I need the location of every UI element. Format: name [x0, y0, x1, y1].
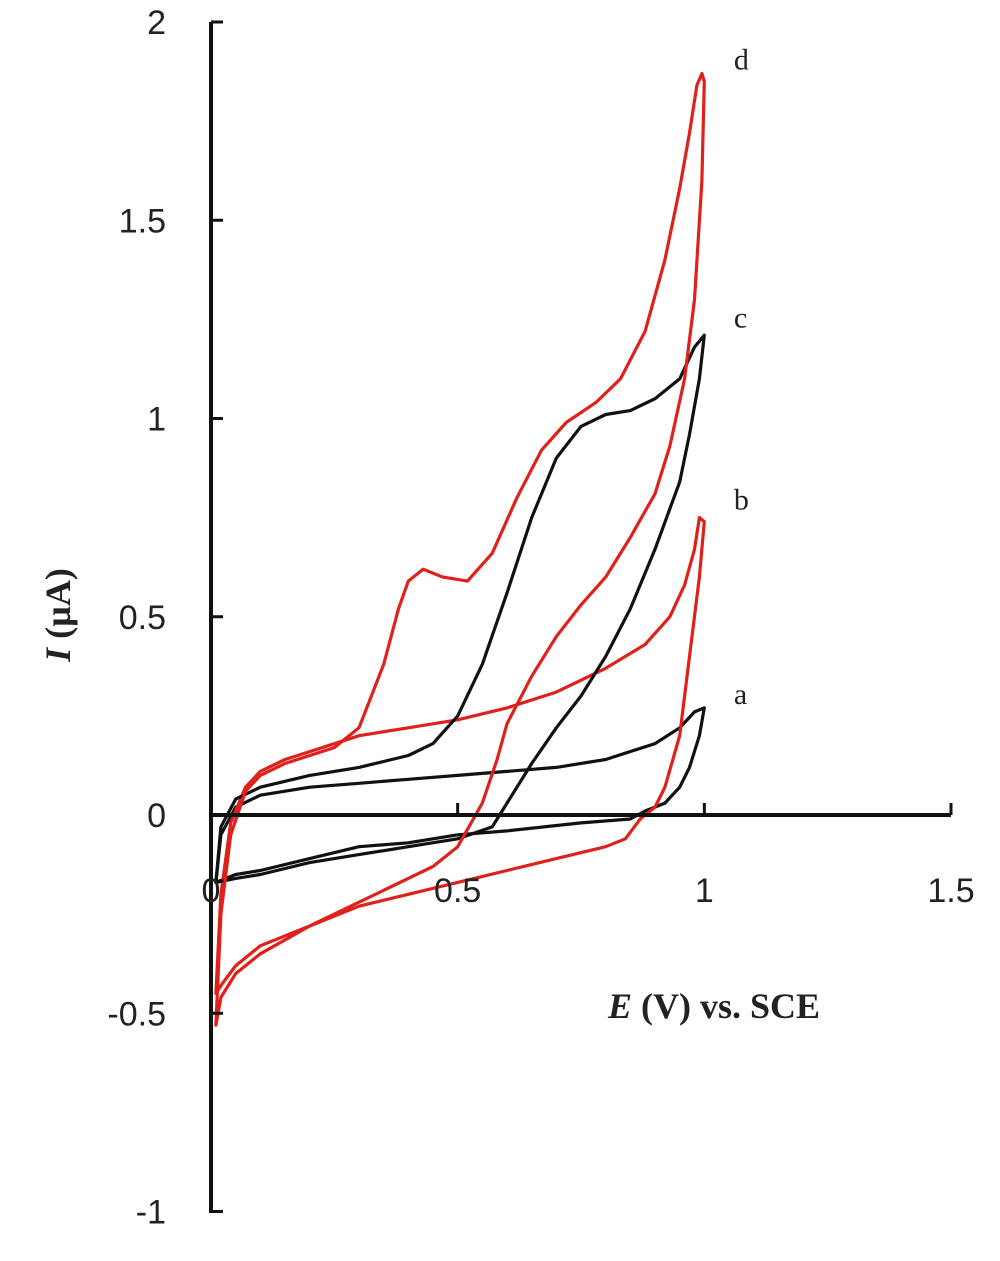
y-tick-label: 0: [147, 797, 166, 835]
series-curve-d: [214, 71, 706, 1027]
curve-label-a: a: [734, 678, 747, 711]
curves-layer: [214, 71, 706, 1027]
series-curve-c: [214, 333, 706, 884]
x-axis-title: E (V) vs. SCE: [607, 986, 820, 1026]
x-axis-title-text: (V) vs. SCE: [632, 986, 820, 1026]
y-axis-title-text: (µA): [38, 568, 78, 648]
curve-label-d: d: [734, 44, 749, 77]
labels-layer: a b c d: [734, 44, 749, 711]
x-tick-label: 1.5: [927, 872, 974, 910]
y-tick-label: 1.5: [119, 202, 166, 240]
y-axis-title-symbol: I: [38, 646, 78, 663]
y-tick-label: 0.5: [119, 599, 166, 637]
axes-layer: [209, 22, 951, 1213]
y-tick-label: 2: [147, 4, 166, 42]
ticks-layer: 0 0.5 1 1.5 -1 -0.5 0 0.5 1 1.5 2: [107, 4, 974, 1232]
curve-label-c: c: [734, 301, 747, 334]
y-tick-label: 1: [147, 401, 166, 439]
x-tick-label: 1: [695, 872, 714, 910]
curve-label-b: b: [734, 484, 749, 517]
series-curve-a: [214, 706, 706, 884]
x-tick-label: 0.5: [434, 872, 481, 910]
y-tick-label: -0.5: [107, 995, 166, 1033]
x-axis-title-symbol: E: [607, 986, 632, 1026]
y-axis-title: I (µA): [38, 568, 78, 663]
y-tick-label: -1: [136, 1194, 166, 1232]
x-tick-label: 0: [202, 872, 221, 910]
series-curve-b: [214, 516, 706, 995]
